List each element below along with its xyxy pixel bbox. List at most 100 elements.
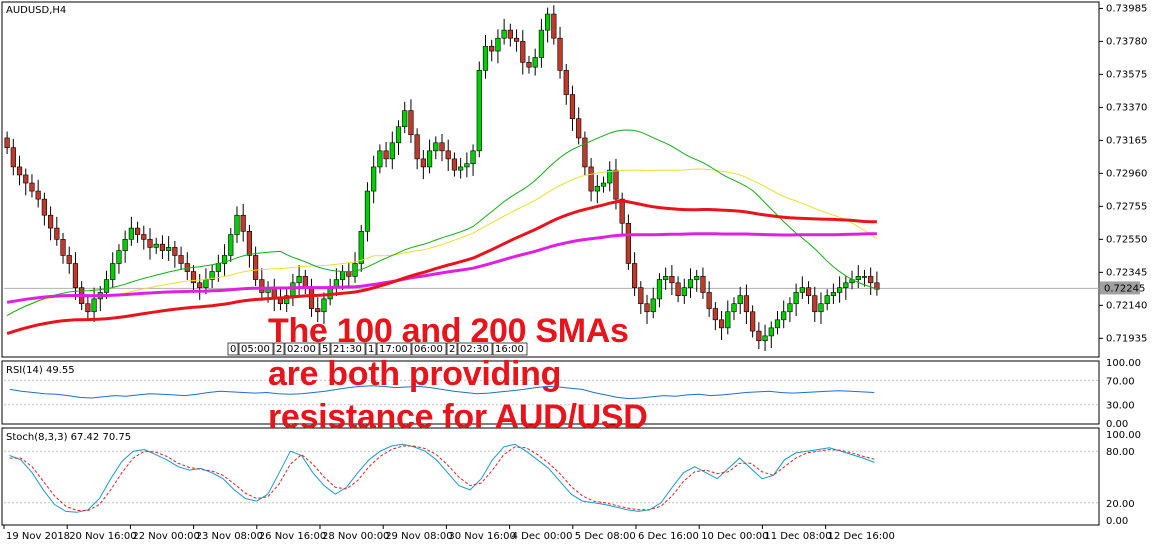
candle-bull: [681, 287, 687, 296]
candle-bull: [339, 271, 346, 280]
candle-bear: [346, 271, 352, 277]
time-tick-label: 22 Nov 00:00: [132, 531, 199, 542]
candle-bear: [868, 276, 874, 284]
candle-bull: [656, 279, 663, 300]
session-marker-label: 02:30: [460, 344, 489, 355]
candle-bull: [731, 303, 737, 313]
candle-bull: [768, 327, 774, 337]
candle-bear: [315, 308, 321, 313]
candle-bull: [234, 214, 240, 235]
price-tick-label: 0.72140: [1106, 300, 1147, 311]
candle-bear: [35, 190, 41, 200]
candle-bull: [843, 282, 849, 288]
annotation-line-3: resistance for AUD/USD: [268, 398, 648, 436]
rsi-pane-frame: [1, 360, 1100, 425]
candle-bear: [669, 276, 675, 284]
candle-bull: [458, 166, 464, 171]
candle-bull: [687, 279, 694, 288]
rsi-plot: [4, 379, 1099, 406]
candle-bear: [582, 137, 588, 168]
session-marker-label: 17:00: [379, 344, 408, 355]
candle-bear: [10, 147, 16, 168]
candle-bear: [23, 174, 29, 184]
rsi-tick-label: 0.00: [1106, 419, 1128, 430]
time-tick-label: 20 Nov 16:00: [69, 531, 136, 542]
candle-bull: [737, 295, 743, 305]
candle-bull: [837, 287, 843, 293]
candle-bear: [302, 276, 308, 288]
candle-bear: [756, 330, 762, 342]
candle-bear: [178, 255, 184, 264]
candle-bear: [29, 182, 35, 192]
candle-bear: [420, 158, 426, 168]
candle-bull: [470, 150, 476, 165]
candle-bear: [675, 282, 681, 296]
rsi-line: [9, 385, 875, 400]
candle-bull: [799, 287, 805, 293]
candle-bear: [60, 239, 66, 256]
candle-bull: [110, 263, 116, 280]
candle-bear: [159, 243, 166, 251]
candle-bull: [464, 163, 470, 168]
session-marker-label: 16:00: [495, 344, 524, 355]
candle-bear: [414, 134, 420, 160]
session-marker-label: 2: [276, 344, 282, 355]
candle-bull: [725, 311, 731, 329]
candle-bear: [489, 45, 495, 52]
candle-bear: [569, 94, 576, 119]
candle-bull: [774, 319, 781, 329]
candle-bull: [321, 298, 327, 313]
rsi-title: RSI(14) 49.55: [6, 365, 75, 376]
candle-bull: [153, 243, 159, 248]
candle-bear: [277, 298, 284, 305]
candle-bear: [588, 166, 594, 192]
session-marker-box: [227, 342, 239, 356]
candle-bear: [134, 227, 141, 235]
time-tick-label: 5 Dec 08:00: [575, 531, 636, 542]
stoch-pane-frame: [1, 427, 1100, 526]
candle-bull: [433, 142, 439, 152]
stoch-plot: [4, 443, 1099, 513]
candle-bull: [781, 311, 787, 321]
session-marker-box: [330, 342, 366, 356]
candle-bear: [439, 142, 445, 152]
candle-bear: [520, 41, 526, 63]
candle-bull: [663, 276, 669, 280]
candle-bull: [855, 276, 861, 280]
session-marker-box: [376, 342, 412, 356]
session-marker-box: [492, 342, 528, 356]
candle-bull: [395, 126, 402, 144]
candle-bear: [625, 222, 631, 264]
candle-bear: [563, 70, 569, 95]
candle-bear: [47, 214, 54, 229]
candle-bull: [221, 255, 228, 264]
rsi-tick-label: 30.00: [1106, 401, 1135, 412]
session-marker-box: [365, 342, 377, 356]
candle-bear: [172, 247, 178, 256]
current-price-box: [1100, 281, 1140, 295]
candle-bull: [787, 303, 793, 313]
candle-bear: [259, 279, 265, 293]
stoch-title: Stoch(8,3,3) 67.42 70.75: [6, 432, 131, 443]
session-marker-box: [273, 342, 285, 356]
time-tick-label: 4 Dec 00:00: [512, 531, 573, 542]
candle-bear: [54, 227, 60, 240]
candle-bear: [253, 255, 259, 280]
candle-bear: [805, 287, 812, 296]
candle-bull: [364, 190, 371, 232]
axes: 0.73985 0.73780 0.73575 0.73370 0.73165 0.729…: [3, 3, 1147, 542]
session-marker-box: [446, 342, 458, 356]
time-tick-label: 23 Nov 08:00: [196, 531, 263, 542]
candle-bear: [700, 276, 706, 293]
candle-bear: [451, 158, 458, 171]
candle-bear: [41, 198, 47, 216]
price-tick-label: 0.73370: [1106, 102, 1147, 113]
time-tick-label: 26 Nov 16:00: [259, 531, 326, 542]
stoch-main-line: [9, 443, 875, 513]
candle-bear: [576, 118, 582, 139]
price-tick-label: 0.73575: [1106, 69, 1147, 80]
candle-bear: [16, 166, 23, 176]
candle-bull: [402, 110, 408, 127]
time-tick-label: 29 Nov 08:00: [385, 531, 452, 542]
candle-bull: [793, 292, 799, 305]
